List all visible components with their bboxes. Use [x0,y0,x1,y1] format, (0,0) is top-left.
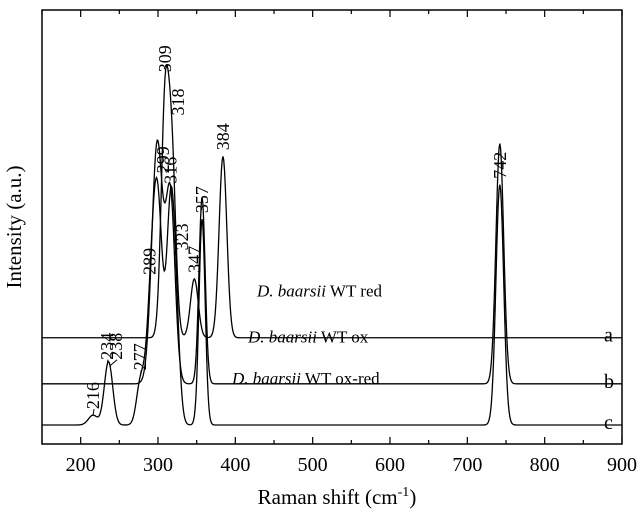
x-tick-label: 200 [66,454,96,476]
x-tick-label: 900 [607,454,637,476]
x-tick-label: 700 [452,454,482,476]
peak-leader-line [106,359,109,366]
peak-leader-line [92,409,95,416]
peak-label: 309 [155,45,175,72]
x-tick-label: 400 [220,454,250,476]
x-tick-label: 300 [143,454,173,476]
peak-label: 323 [172,223,192,250]
trace-letters: a bc [604,325,614,434]
peak-label: 238 [106,333,126,360]
peak-label: 384 [213,123,233,150]
peak-label: 299 [153,146,173,173]
trace-titles: D. baarsii WT red D. baarsii WT ox D. baar… [231,282,382,388]
trace-title-c: D. baarsii WT ox-red [231,369,380,388]
peak-leader-line [149,274,151,281]
peak-label: 277 [130,343,150,370]
peak-label: 289 [140,248,160,275]
peak-label: 357 [192,186,212,213]
peak-label: 234 [97,333,117,360]
x-tick-label: 800 [530,454,560,476]
peak-leader-line [109,359,118,367]
peak-label: 742 [490,152,510,179]
trace-b [42,139,622,385]
trace-a [42,63,622,339]
peak-label: 347 [184,246,204,273]
x-axis-label: Raman shift (cm-1) [258,485,417,509]
trace-letter-b: b [604,371,614,393]
plot-frame [41,9,623,445]
y-axis-label: Intensity (a.u.) [2,165,26,288]
x-tick-label: 600 [375,454,405,476]
x-tick-labels: 200 300 400 500 600 700 800 900 [66,454,637,476]
trace-title-b: D. baarsii WT ox [247,328,369,347]
trace-letter-a: a [604,325,613,347]
peak-label: 316 [160,157,180,184]
peak-leader-line [139,370,142,377]
peak-label: 318 [168,89,188,116]
trace-c [42,175,622,426]
trace-title-a: D. baarsii WT red [256,282,382,301]
peak-leader-lines [92,274,151,416]
spectrum-traces [42,63,622,426]
trace-letter-c: c [604,412,613,434]
peak-label: 216 [83,382,103,409]
x-tick-label: 500 [298,454,328,476]
tick-marks [41,10,623,444]
